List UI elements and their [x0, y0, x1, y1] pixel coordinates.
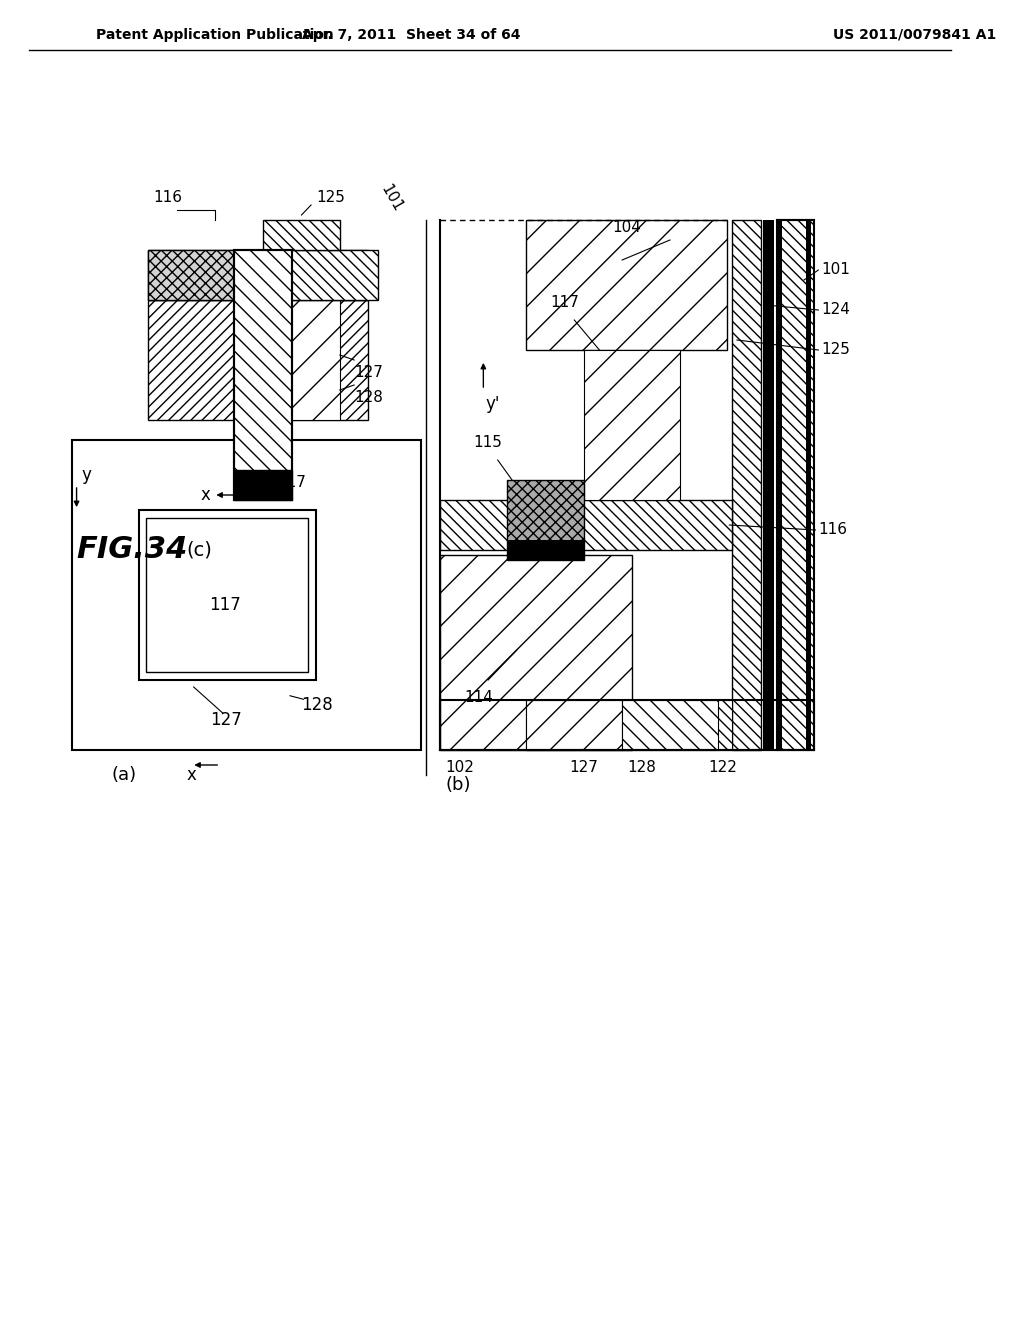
Text: 124: 124 [821, 302, 850, 318]
Bar [623, 700, 718, 750]
Bar [146, 517, 308, 672]
Text: 125: 125 [821, 342, 850, 358]
Bar [440, 554, 632, 750]
Bar [148, 249, 369, 300]
Text: 104: 104 [612, 220, 641, 235]
Text: 117: 117 [209, 597, 241, 614]
Bar [526, 220, 727, 350]
Text: 117: 117 [278, 475, 306, 490]
Text: 128: 128 [627, 760, 655, 776]
Text: 117: 117 [550, 294, 580, 310]
Bar [263, 220, 340, 249]
Text: x: x [201, 486, 211, 504]
Bar [440, 700, 813, 750]
Bar [148, 300, 369, 420]
Bar [440, 500, 732, 550]
Text: 116: 116 [818, 523, 847, 537]
Text: x: x [186, 766, 197, 784]
Text: 116: 116 [153, 190, 182, 205]
Text: 102: 102 [445, 760, 474, 776]
Bar [806, 220, 811, 750]
Bar [507, 480, 584, 560]
Bar [526, 700, 623, 750]
Text: 115: 115 [474, 436, 503, 450]
Text: (a): (a) [112, 766, 137, 784]
Text: y': y' [485, 395, 500, 413]
Bar [777, 220, 813, 750]
Text: Patent Application Publication: Patent Application Publication [95, 28, 334, 42]
Bar [526, 700, 732, 750]
Text: 114: 114 [464, 690, 493, 705]
Text: 128: 128 [301, 696, 333, 714]
Bar [732, 220, 761, 750]
Text: US 2011/0079841 A1: US 2011/0079841 A1 [833, 28, 996, 42]
Bar [507, 540, 584, 560]
Bar [763, 220, 774, 750]
Text: 122: 122 [709, 760, 737, 776]
Text: 101: 101 [821, 263, 850, 277]
Text: FIG.34: FIG.34 [77, 536, 188, 565]
Bar [234, 470, 292, 500]
Bar [139, 510, 315, 680]
Text: 101: 101 [378, 182, 406, 215]
Text: y: y [81, 466, 91, 484]
Text: 127: 127 [569, 760, 598, 776]
Text: 128: 128 [354, 389, 383, 405]
Text: (b): (b) [445, 776, 471, 795]
Text: (c): (c) [186, 540, 213, 560]
Bar [234, 300, 340, 420]
Bar [148, 249, 244, 300]
Text: Apr. 7, 2011  Sheet 34 of 64: Apr. 7, 2011 Sheet 34 of 64 [302, 28, 521, 42]
Bar [263, 249, 378, 300]
Bar [72, 440, 421, 750]
Bar [234, 249, 292, 500]
Bar [584, 350, 680, 500]
Text: 127: 127 [354, 366, 383, 380]
Bar [777, 220, 782, 750]
Bar [234, 249, 292, 500]
Text: 125: 125 [315, 190, 345, 205]
Text: 127: 127 [211, 711, 243, 729]
